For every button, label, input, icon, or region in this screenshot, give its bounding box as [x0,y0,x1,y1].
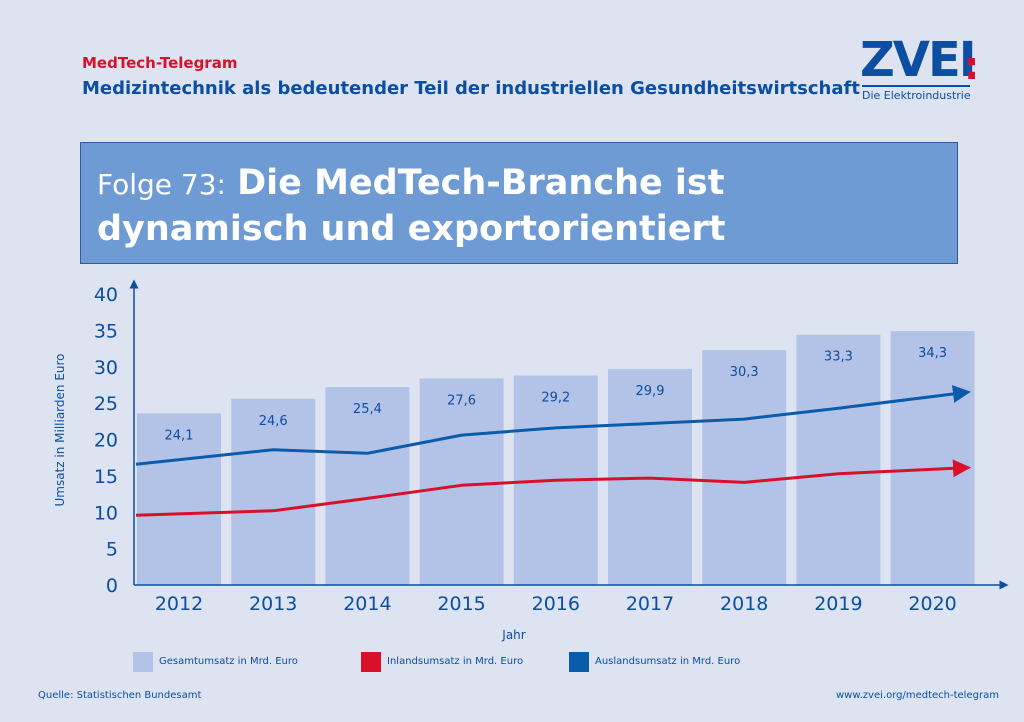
bar-label-2013: 24,6 [259,414,288,429]
bar-label-2012: 24,1 [165,428,194,443]
bar-2015 [420,378,504,585]
legend-swatch-inland [361,652,381,672]
bar-label-2016: 29,2 [541,390,570,405]
y-tick-label-40: 40 [94,284,118,306]
source-url[interactable]: www.zvei.org/medtech-telegram [836,690,999,701]
bar-label-2018: 30,3 [730,365,759,380]
y-tick-label-25: 25 [94,393,118,415]
y-tick-label-10: 10 [94,502,118,524]
legend-swatch-gesamt [133,652,153,672]
legend-label-inland: Inlandsumsatz in Mrd. Euro [387,656,523,667]
x-tick-label-2015: 2015 [437,593,485,615]
x-axis-label: Jahr [501,628,525,642]
source-note: Quelle: Statistischen Bundesamt [38,690,201,701]
bar-label-2020: 34,3 [918,346,947,361]
y-tick-label-20: 20 [94,430,118,452]
y-tick-label-5: 5 [106,539,118,561]
y-tick-label-30: 30 [94,357,118,379]
x-tick-label-2019: 2019 [814,593,862,615]
bar-2019 [796,335,880,585]
y-tick-label-0: 0 [106,575,118,597]
legend-label-gesamt: Gesamtumsatz in Mrd. Euro [159,656,298,667]
x-tick-label-2016: 2016 [532,593,580,615]
y-tick-label-35: 35 [94,320,118,342]
x-tick-label-2012: 2012 [155,593,203,615]
x-tick-label-2018: 2018 [720,593,768,615]
bar-2020 [891,331,975,585]
chart: 24,1 24,6 25,4 27,6 29,2 29,9 30,3 33,3 34,3 0 5 10… [0,0,1024,722]
bar-label-2014: 25,4 [353,402,382,417]
bar-2018 [702,350,786,585]
y-axis-label: Umsatz in Milliarden Euro [53,353,67,506]
bar-label-2015: 27,6 [447,393,476,408]
legend-label-ausland: Auslandsumsatz in Mrd. Euro [595,656,740,667]
x-tick-label-2020: 2020 [908,593,956,615]
y-tick-label-15: 15 [94,466,118,488]
bar-label-2019: 33,3 [824,350,853,365]
x-tick-label-2013: 2013 [249,593,297,615]
bar-label-2017: 29,9 [636,384,665,399]
x-tick-label-2017: 2017 [626,593,674,615]
legend-swatch-ausland [569,652,589,672]
x-tick-label-2014: 2014 [343,593,391,615]
